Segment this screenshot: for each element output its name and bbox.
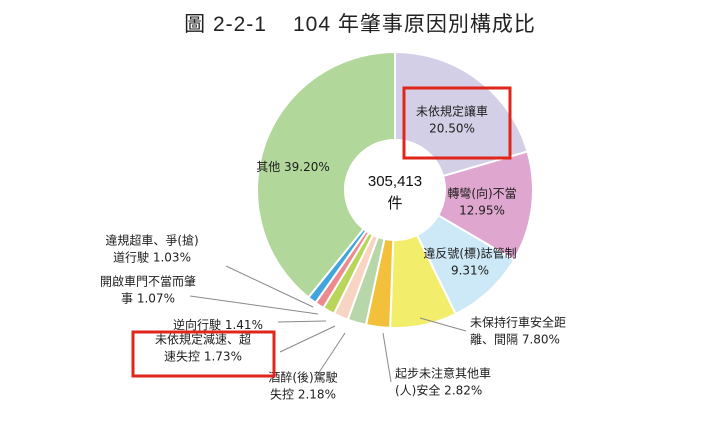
slice-label-6-line-0: 未依規定減速、超: [155, 332, 251, 347]
slice-label-10-line-0: 其他 39.20%: [256, 160, 330, 174]
slice-label-2-line-1: 9.31%: [451, 264, 489, 278]
slice-label-6-line-1: 速失控 1.73%: [164, 349, 242, 364]
highlight-box-1: [131, 330, 276, 378]
center-unit: 件: [387, 195, 402, 212]
slice-label-9-line-0: 違規超車、爭(搶): [105, 233, 198, 248]
leader-line-9: [225, 265, 314, 308]
slice-label-8-line-1: 事 1.07%: [121, 292, 175, 306]
slice-label-7-line-0: 逆向行駛 1.41%: [173, 317, 263, 332]
leader-line-4: [382, 332, 392, 383]
slice-label-5-line-1: 失控 2.18%: [270, 387, 336, 402]
slice-0: [394, 50, 529, 178]
slice-label-5-line-0: 酒醉(後)駕駛: [268, 370, 337, 385]
slice-label-2-line-0: 違反號(標)誌管制: [423, 246, 516, 261]
chart-title: 圖 2-2-1 104 年肇事原因別構成比: [0, 8, 720, 38]
figure-number: 圖 2-2-1: [184, 13, 267, 36]
slice-label-0-line-1: 20.50%: [429, 122, 475, 136]
slice-label-4-line-0: 起步未注意其他車: [395, 366, 491, 381]
leader-line-6: [279, 325, 336, 353]
slice-label-8-line-0: 開啟車門不當而肇: [100, 274, 196, 289]
slice-10: [256, 50, 396, 299]
slice-1: [436, 150, 534, 262]
slice-label-4-line-1: (人)安全 2.82%: [395, 383, 482, 398]
leader-line-8: [189, 295, 319, 315]
center-total: 305,413: [368, 173, 422, 190]
slice-label-9-line-1: 道行駛 1.03%: [113, 251, 191, 265]
highlight-box-0: [402, 86, 512, 160]
slice-label-0-line-0: 未依規定讓車: [416, 104, 488, 119]
slice-label-3-line-1: 離、間隔 7.80%: [470, 333, 560, 347]
slice-label-1-line-0: 轉彎(向)不當: [447, 186, 516, 201]
slice-label-3-line-0: 未保持行車安全距: [470, 315, 566, 330]
leader-line-3: [419, 317, 467, 332]
leader-line-5: [317, 332, 346, 375]
leader-line-7: [277, 320, 327, 323]
chart-title-text: 104 年肇事原因別構成比: [292, 13, 536, 36]
slice-label-1-line-1: 12.95%: [459, 204, 505, 218]
